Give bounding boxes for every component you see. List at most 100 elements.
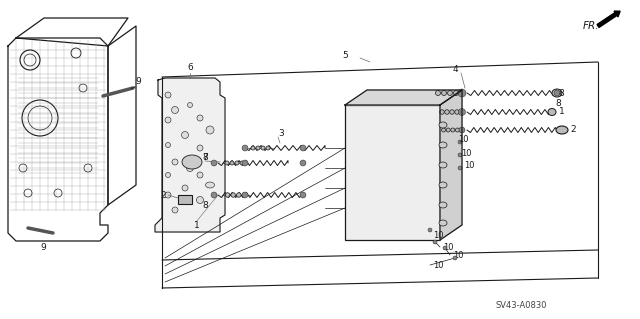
Text: 5: 5 bbox=[342, 50, 348, 60]
Ellipse shape bbox=[439, 220, 447, 226]
Ellipse shape bbox=[182, 155, 202, 169]
Ellipse shape bbox=[165, 117, 171, 123]
Ellipse shape bbox=[442, 91, 447, 95]
Text: FR.: FR. bbox=[583, 21, 600, 31]
Ellipse shape bbox=[459, 127, 465, 133]
Ellipse shape bbox=[443, 246, 447, 250]
Ellipse shape bbox=[300, 160, 306, 166]
Ellipse shape bbox=[439, 182, 447, 188]
Ellipse shape bbox=[231, 193, 236, 197]
Ellipse shape bbox=[235, 161, 239, 165]
Ellipse shape bbox=[197, 115, 203, 121]
Ellipse shape bbox=[439, 122, 447, 128]
Ellipse shape bbox=[166, 143, 170, 147]
Ellipse shape bbox=[256, 146, 260, 150]
Text: 10: 10 bbox=[461, 149, 472, 158]
Text: 9: 9 bbox=[40, 243, 45, 253]
Ellipse shape bbox=[197, 172, 203, 178]
Ellipse shape bbox=[182, 185, 188, 191]
Text: 10: 10 bbox=[464, 161, 474, 170]
Ellipse shape bbox=[300, 192, 306, 198]
Ellipse shape bbox=[197, 145, 203, 151]
Ellipse shape bbox=[548, 108, 556, 115]
Ellipse shape bbox=[428, 228, 432, 232]
Polygon shape bbox=[155, 78, 225, 232]
Text: 2: 2 bbox=[161, 190, 166, 199]
Ellipse shape bbox=[554, 90, 560, 96]
Text: 10: 10 bbox=[453, 250, 463, 259]
Ellipse shape bbox=[454, 91, 458, 95]
Ellipse shape bbox=[166, 173, 170, 177]
Text: 1: 1 bbox=[194, 220, 200, 229]
Ellipse shape bbox=[433, 240, 437, 244]
Text: 1: 1 bbox=[559, 108, 564, 116]
Ellipse shape bbox=[165, 192, 171, 198]
Ellipse shape bbox=[458, 153, 462, 157]
Ellipse shape bbox=[458, 166, 462, 170]
Ellipse shape bbox=[242, 145, 248, 151]
Text: 6: 6 bbox=[187, 63, 193, 72]
Ellipse shape bbox=[442, 128, 445, 132]
FancyArrow shape bbox=[597, 11, 620, 27]
Ellipse shape bbox=[440, 110, 444, 114]
Ellipse shape bbox=[300, 145, 306, 151]
Ellipse shape bbox=[439, 162, 447, 168]
Ellipse shape bbox=[237, 193, 241, 197]
Text: 8: 8 bbox=[558, 90, 564, 99]
Ellipse shape bbox=[439, 142, 447, 148]
Ellipse shape bbox=[230, 161, 234, 165]
Text: 10: 10 bbox=[433, 261, 444, 270]
Bar bbox=[178, 195, 192, 204]
Ellipse shape bbox=[458, 108, 465, 115]
Ellipse shape bbox=[242, 193, 246, 197]
Ellipse shape bbox=[447, 91, 452, 95]
Polygon shape bbox=[440, 90, 462, 240]
Text: 9: 9 bbox=[135, 78, 141, 86]
Ellipse shape bbox=[211, 160, 217, 166]
Text: 3: 3 bbox=[278, 129, 284, 137]
Ellipse shape bbox=[453, 256, 457, 260]
Text: 10: 10 bbox=[458, 136, 468, 145]
Ellipse shape bbox=[242, 192, 248, 198]
Ellipse shape bbox=[456, 128, 460, 132]
Text: 8: 8 bbox=[202, 152, 208, 161]
Ellipse shape bbox=[266, 146, 270, 150]
Ellipse shape bbox=[556, 126, 568, 134]
Ellipse shape bbox=[455, 110, 460, 114]
Ellipse shape bbox=[211, 192, 217, 198]
Ellipse shape bbox=[186, 165, 193, 172]
Ellipse shape bbox=[165, 92, 171, 98]
Text: SV43-A0830: SV43-A0830 bbox=[495, 300, 547, 309]
Ellipse shape bbox=[458, 89, 466, 97]
Ellipse shape bbox=[182, 131, 189, 138]
Ellipse shape bbox=[439, 202, 447, 208]
Text: 2: 2 bbox=[570, 125, 575, 135]
Text: 7: 7 bbox=[202, 153, 208, 162]
Ellipse shape bbox=[261, 146, 265, 150]
Ellipse shape bbox=[242, 160, 248, 166]
Ellipse shape bbox=[225, 193, 230, 197]
Ellipse shape bbox=[172, 207, 178, 213]
Ellipse shape bbox=[451, 128, 455, 132]
Ellipse shape bbox=[196, 197, 204, 204]
Ellipse shape bbox=[450, 110, 454, 114]
Ellipse shape bbox=[552, 89, 562, 97]
Ellipse shape bbox=[446, 128, 450, 132]
Ellipse shape bbox=[445, 110, 449, 114]
Ellipse shape bbox=[172, 159, 178, 165]
Ellipse shape bbox=[458, 140, 462, 144]
Ellipse shape bbox=[188, 102, 193, 108]
Text: 10: 10 bbox=[443, 242, 454, 251]
Ellipse shape bbox=[172, 107, 179, 114]
Polygon shape bbox=[345, 90, 462, 105]
Text: 4: 4 bbox=[452, 65, 458, 75]
Ellipse shape bbox=[225, 161, 229, 165]
Text: 10: 10 bbox=[433, 231, 444, 240]
Text: 8: 8 bbox=[202, 201, 208, 210]
Ellipse shape bbox=[206, 126, 214, 134]
Bar bbox=[345, 105, 440, 240]
Text: 8: 8 bbox=[555, 99, 561, 108]
Ellipse shape bbox=[251, 146, 255, 150]
Ellipse shape bbox=[205, 182, 214, 188]
Ellipse shape bbox=[435, 91, 440, 95]
